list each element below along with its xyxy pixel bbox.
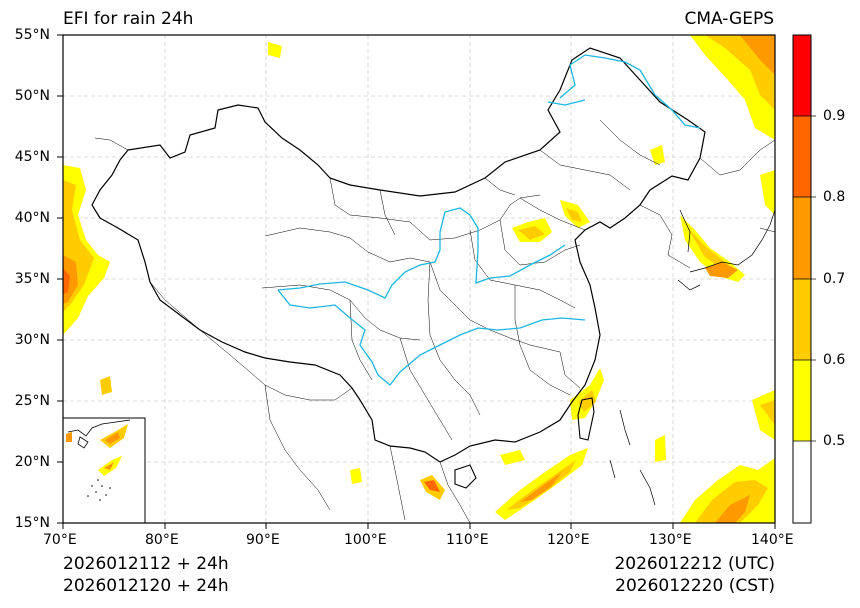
lat-label-50: 50°N bbox=[14, 88, 50, 104]
map-title: EFI for rain 24h bbox=[63, 9, 194, 29]
efi-shading bbox=[63, 35, 775, 523]
colorbar-label-0.8: 0.8 bbox=[823, 189, 846, 205]
gridlines bbox=[63, 35, 775, 523]
lon-label-140: 140°E bbox=[751, 532, 794, 548]
philippines-coast bbox=[609, 409, 656, 506]
lon-label-100: 100°E bbox=[344, 532, 387, 548]
hainan-island bbox=[454, 464, 477, 489]
lat-label-55: 55°N bbox=[14, 27, 50, 43]
inset-islands bbox=[87, 479, 111, 501]
init-time-cst: 2026012120 + 24h bbox=[63, 576, 229, 596]
rivers bbox=[277, 54, 701, 386]
lon-label-130: 130°E bbox=[649, 532, 692, 548]
lat-label-40: 40°N bbox=[14, 210, 50, 226]
colorbar-label-0.9: 0.9 bbox=[823, 108, 846, 124]
colorbar bbox=[792, 34, 816, 524]
colorbar-label-0.7: 0.7 bbox=[823, 271, 846, 287]
init-time-utc: 2026012112 + 24h bbox=[63, 554, 229, 574]
taiwan-island bbox=[577, 397, 595, 441]
lat-label-25: 25°N bbox=[14, 393, 50, 409]
lat-label-30: 30°N bbox=[14, 332, 50, 348]
japan-coast bbox=[677, 209, 775, 291]
model-name: CMA-GEPS bbox=[684, 9, 774, 29]
lon-label-90: 90°E bbox=[246, 532, 280, 548]
lon-label-110: 110°E bbox=[446, 532, 489, 548]
province-lines bbox=[261, 119, 661, 441]
valid-time-cst: 2026012220 (CST) bbox=[615, 576, 775, 596]
lon-label-80: 80°E bbox=[145, 532, 179, 548]
colorbar-label-0.6: 0.6 bbox=[823, 352, 846, 368]
lat-label-45: 45°N bbox=[14, 149, 50, 165]
lat-label-15: 15°N bbox=[14, 515, 50, 531]
other-borders bbox=[94, 137, 775, 523]
lon-label-70: 70°E bbox=[43, 532, 77, 548]
lat-label-20: 20°N bbox=[14, 454, 50, 470]
china-boundary bbox=[91, 47, 706, 463]
south-china-sea-inset bbox=[62, 417, 146, 524]
lon-label-120: 120°E bbox=[547, 532, 590, 548]
lat-label-35: 35°N bbox=[14, 271, 50, 287]
valid-time-utc: 2026012212 (UTC) bbox=[614, 554, 775, 574]
axis-ticks bbox=[57, 34, 776, 529]
map-area bbox=[63, 35, 775, 523]
colorbar-label-0.5: 0.5 bbox=[823, 433, 846, 449]
